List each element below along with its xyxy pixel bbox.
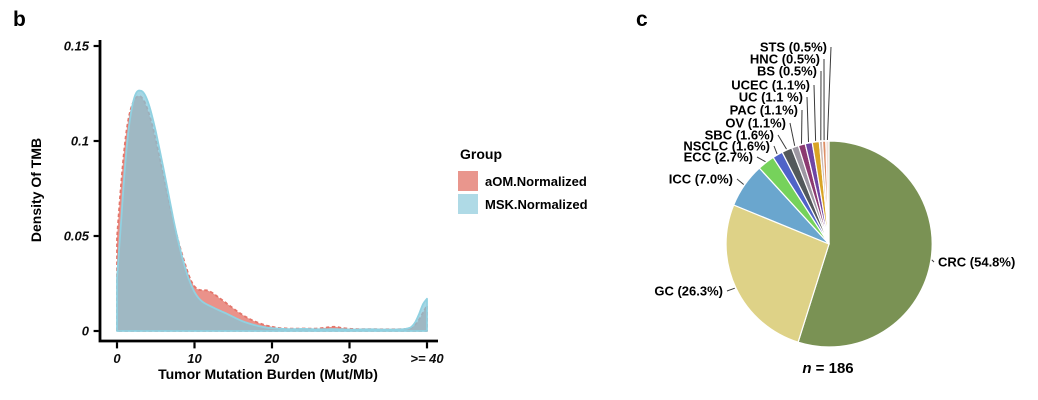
sample-size-label: n = 186 — [802, 360, 853, 377]
pie-slice-label-UC: UC (1.1 %) — [739, 90, 803, 105]
density-panel: 0 10 20 30 >= 40 0 0.05 0.1 0.15 b Density Of TM… — [13, 8, 588, 382]
pie-slice-label-BS: BS (0.5%) — [757, 64, 817, 79]
pie-leader-OV — [789, 122, 796, 146]
pie-slice-label-NSCLC: NSCLC (1.6%) — [683, 139, 770, 154]
legend: Group aOM.Normalized MSK.Normalized — [458, 146, 588, 217]
legend-title: Group — [460, 146, 502, 162]
pie-slice-label-GC: GC (26.3%) — [654, 284, 723, 299]
pie-slice-GC — [725, 204, 830, 343]
pie-slice-label-CRC: CRC (54.8%) — [938, 255, 1015, 270]
legend-item-label: aOM.Normalized — [485, 173, 587, 189]
pie-slice-STS — [825, 140, 830, 245]
axes-lines — [98, 40, 438, 343]
pie-slice-label-STS: STS (0.5%) — [760, 40, 827, 55]
x-tick-label: 30 — [342, 351, 357, 366]
x-tick-label: 10 — [187, 351, 202, 366]
panel-label-c: c — [636, 8, 648, 31]
pie-leader-ECC — [756, 156, 766, 163]
pie-slice-label-UCEC: UCEC (1.1%) — [731, 78, 810, 93]
x-tick-label: 0 — [113, 351, 121, 366]
pie-slice-label-PAC: PAC (1.1%) — [730, 103, 798, 118]
density-area-MSK.Normalized — [116, 89, 428, 332]
y-tick-label: 0.05 — [64, 229, 90, 244]
y-axis-title: Density Of TMB — [28, 137, 44, 243]
legend-item: aOM.Normalized — [458, 171, 588, 191]
y-tick-label: 0.15 — [64, 39, 90, 54]
legend-item-label: MSK.Normalized — [485, 196, 588, 212]
pie-leader-NSCLC — [773, 145, 778, 155]
pie-chart-svg: CRC (54.8%) GC (26.3%) ICC (7.0%) ECC (2.7%… — [654, 40, 1015, 378]
pie-leader-STS — [826, 46, 832, 141]
pie-panel: CRC (54.8%) GC (26.3%) ICC (7.0%) ECC (2.7%… — [620, 0, 1038, 400]
y-tick-label: 0.1 — [71, 134, 89, 149]
x-tick-label: >= 40 — [410, 351, 444, 366]
pie-slice-label-ECC: ECC (2.7%) — [684, 150, 753, 165]
x-axis-title: Tumor Mutation Burden (Mut/Mb) — [158, 366, 378, 382]
y-tick-label: 0 — [82, 324, 90, 339]
legend-swatch-msk — [458, 194, 478, 214]
pie-leader-CRC — [931, 259, 935, 263]
pie-leader-GC — [726, 287, 735, 292]
density-chart-svg: 0 10 20 30 >= 40 0 0.05 0.1 0.15 — [64, 39, 445, 367]
pie-leader-UCEC — [813, 84, 817, 141]
legend-item: MSK.Normalized — [458, 194, 588, 214]
pie-slice-label-SBC: SBC (1.6%) — [705, 128, 774, 143]
x-tick-label: 20 — [264, 351, 280, 366]
pie-leader-ICC — [736, 178, 745, 185]
pie-leader-SBC — [777, 134, 787, 150]
panel-label-b: b — [13, 8, 26, 31]
pie-slice-CRC — [797, 140, 933, 348]
pie-leader-PAC — [801, 109, 803, 144]
legend-swatch-aom — [458, 171, 478, 191]
pie-leader-UC — [806, 96, 809, 143]
pie-slice-label-OV: OV (1.1%) — [725, 116, 786, 131]
pie-slice-label-ICC: ICC (7.0%) — [669, 172, 733, 187]
pie-slice-label-HNC: HNC (0.5%) — [750, 52, 820, 67]
